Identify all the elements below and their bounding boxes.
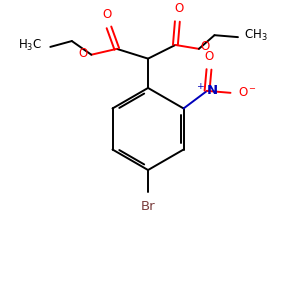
Text: O: O: [102, 8, 112, 20]
Text: O: O: [175, 2, 184, 15]
Text: O: O: [204, 50, 214, 62]
Text: H$_3$C: H$_3$C: [18, 38, 43, 52]
Text: CH$_3$: CH$_3$: [244, 28, 268, 43]
Text: O: O: [201, 40, 210, 53]
Text: O: O: [78, 47, 88, 60]
Text: $^+$N: $^+$N: [195, 83, 219, 98]
Text: Br: Br: [141, 200, 155, 213]
Text: O$^-$: O$^-$: [238, 86, 257, 99]
